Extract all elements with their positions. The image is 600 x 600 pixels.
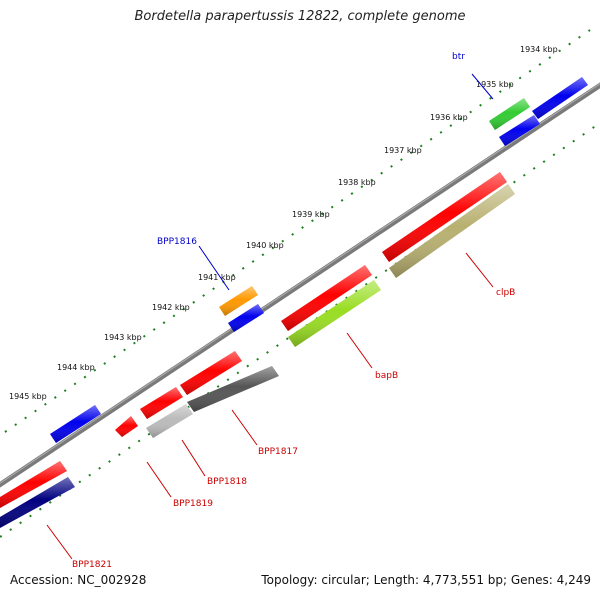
gene-bpp1819-red[interactable]	[115, 416, 138, 437]
gene-label-bpp1821[interactable]: BPP1821	[72, 560, 112, 570]
gene-blue-1935[interactable]	[499, 115, 540, 146]
gene-bapb-lime[interactable]	[288, 280, 381, 347]
ruler-label-1942: 1942 kbp	[152, 303, 190, 312]
ruler-label-1941: 1941 kbp	[198, 273, 236, 282]
gene-bpp1816[interactable]	[219, 286, 258, 316]
gene-bpp1817-red[interactable]	[180, 351, 242, 395]
genome-summary-text: Topology: circular; Length: 4,773,551 bp…	[261, 573, 591, 587]
gene-bpp1818-lightgray[interactable]	[146, 404, 193, 438]
gene-label-bpp1816[interactable]: BPP1816	[157, 237, 197, 247]
ruler-label-1943: 1943 kbp	[104, 333, 142, 342]
gene-bpp1818-red[interactable]	[140, 387, 183, 419]
map-title: Bordetella parapertussis 12822, complete…	[134, 9, 466, 24]
ruler-label-1937: 1937 kbp	[384, 146, 422, 155]
gene-bpp1821-red[interactable]	[0, 461, 67, 508]
leader-lines	[46, 73, 494, 560]
gene-clpb-red[interactable]	[382, 172, 507, 262]
ruler-label-1945: 1945 kbp	[9, 392, 47, 401]
gene-bapb-red[interactable]	[281, 265, 372, 331]
gene-bpp1821-navy[interactable]	[0, 477, 75, 528]
gene-bpp1817-gray[interactable]	[187, 366, 279, 412]
gene-label-bpp1817[interactable]: BPP1817	[258, 447, 298, 457]
gene-label-bapb[interactable]: bapB	[375, 371, 398, 381]
ruler-label-1939: 1939 kbp	[292, 210, 330, 219]
ruler-labels: 1934 kbp 1935 kbp 1936 kbp 1937 kbp 1938…	[9, 45, 558, 401]
gene-label-btr[interactable]: btr	[452, 52, 465, 62]
gene-label-clpb[interactable]: clpB	[496, 288, 515, 298]
inner-ruler-track	[0, 122, 600, 538]
gene-clpb-olive[interactable]	[389, 184, 515, 278]
gene-blue-1934[interactable]	[532, 77, 588, 119]
gene-btr[interactable]	[489, 98, 530, 130]
ruler-label-1934: 1934 kbp	[520, 45, 558, 54]
genome-backbone	[0, 82, 600, 488]
ruler-label-1940: 1940 kbp	[246, 241, 284, 250]
accession-text: Accession: NC_002928	[10, 573, 147, 587]
ruler-label-1944: 1944 kbp	[57, 363, 95, 372]
gene-blue-1945[interactable]	[50, 405, 101, 443]
ruler-label-1935: 1935 kbp	[476, 80, 514, 89]
ruler-label-1938: 1938 kbp	[338, 178, 376, 187]
gene-label-bpp1818[interactable]: BPP1818	[207, 477, 247, 487]
gene-label-bpp1819[interactable]: BPP1819	[173, 499, 213, 509]
gene-blue-1941[interactable]	[228, 304, 264, 332]
ruler-label-1936: 1936 kbp	[430, 113, 468, 122]
